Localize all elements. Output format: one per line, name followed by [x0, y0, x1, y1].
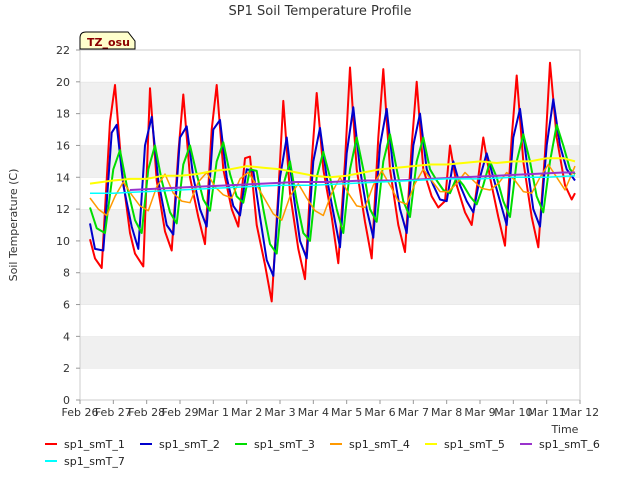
series-line-sp1_smT_2	[89, 98, 576, 277]
x-tick-label: Mar 2	[231, 406, 262, 419]
y-tick-label: 14	[56, 171, 70, 184]
y-tick-label: 8	[63, 267, 70, 280]
legend: sp1_smT_1 sp1_smT_2 sp1_smT_3 sp1_smT_4 sp1_…	[45, 438, 600, 468]
x-tick-label: Mar 3	[264, 406, 295, 419]
series-line-sp1_smT_4	[89, 163, 576, 221]
legend-label: sp1_smT_6	[539, 438, 600, 451]
y-tick-label: 6	[63, 299, 70, 312]
x-tick-label: Mar 7	[398, 406, 429, 419]
chart-title: SP1 Soil Temperature Profile	[229, 4, 412, 19]
x-tick-label: Mar 8	[431, 406, 462, 419]
x-tick-label: Feb 29	[162, 406, 199, 419]
grid-band	[80, 304, 580, 337]
series-lines	[89, 61, 576, 303]
x-tick-label: Feb 26	[62, 406, 99, 419]
x-tick-label: Mar 4	[298, 406, 329, 419]
y-tick-label: 22	[56, 44, 70, 57]
x-tick-label: Mar 5	[331, 406, 362, 419]
grid-band	[80, 50, 580, 82]
x-tick-label: Mar 9	[464, 406, 495, 419]
legend-label: sp1_smT_1	[64, 438, 125, 451]
x-tick-label: Mar 11	[528, 406, 566, 419]
y-tick-label: 4	[63, 330, 70, 343]
background-bands	[80, 49, 580, 400]
legend-label: sp1_smT_7	[64, 455, 125, 468]
legend-label: sp1_smT_3	[254, 438, 315, 451]
legend-label: sp1_smT_4	[349, 438, 410, 451]
legend-label: sp1_smT_5	[444, 438, 505, 451]
tz-badge-box	[79, 31, 136, 50]
x-tick-label: Mar 12	[561, 406, 599, 419]
y-tick-label: 20	[56, 76, 70, 89]
x-axis-label: Time	[551, 423, 579, 436]
grid-band	[80, 145, 580, 178]
grid-band	[80, 272, 580, 305]
y-tick-label: 2	[63, 362, 70, 375]
grid-band	[80, 336, 580, 369]
x-tick-label: Mar 6	[364, 406, 395, 419]
y-axis-label: Soil Temperature (C)	[7, 169, 20, 282]
x-tick-label: Feb 28	[128, 406, 165, 419]
series-line-sp1_smT_3	[89, 123, 576, 255]
grid-band	[80, 81, 580, 114]
y-tick-label: 18	[56, 108, 70, 121]
series-line-sp1_smT_6	[129, 171, 575, 191]
y-tick-label: 12	[56, 203, 70, 216]
x-tick-label: Mar 10	[494, 406, 532, 419]
y-tick-label: 0	[63, 394, 70, 407]
tz-label: TZ_osu	[87, 36, 130, 49]
series-line-sp1_smT_7	[90, 174, 576, 194]
plot-area	[79, 49, 581, 401]
series-line-sp1_smT_5	[89, 157, 576, 185]
y-tick-label: 16	[56, 139, 70, 152]
y-axis-ticks: 0 2 4 6 8 10 12 14 16 18 20 22	[56, 44, 80, 407]
x-tick-label: Mar 1	[198, 406, 229, 419]
legend-label: sp1_smT_2	[159, 438, 220, 451]
grid-band	[80, 113, 580, 146]
y-tick-label: 10	[56, 235, 70, 248]
x-tick-label: Feb 27	[95, 406, 132, 419]
grid-band	[80, 368, 580, 400]
tz-annotation-badge: TZ_osu	[79, 31, 136, 50]
grid-band	[80, 240, 580, 273]
